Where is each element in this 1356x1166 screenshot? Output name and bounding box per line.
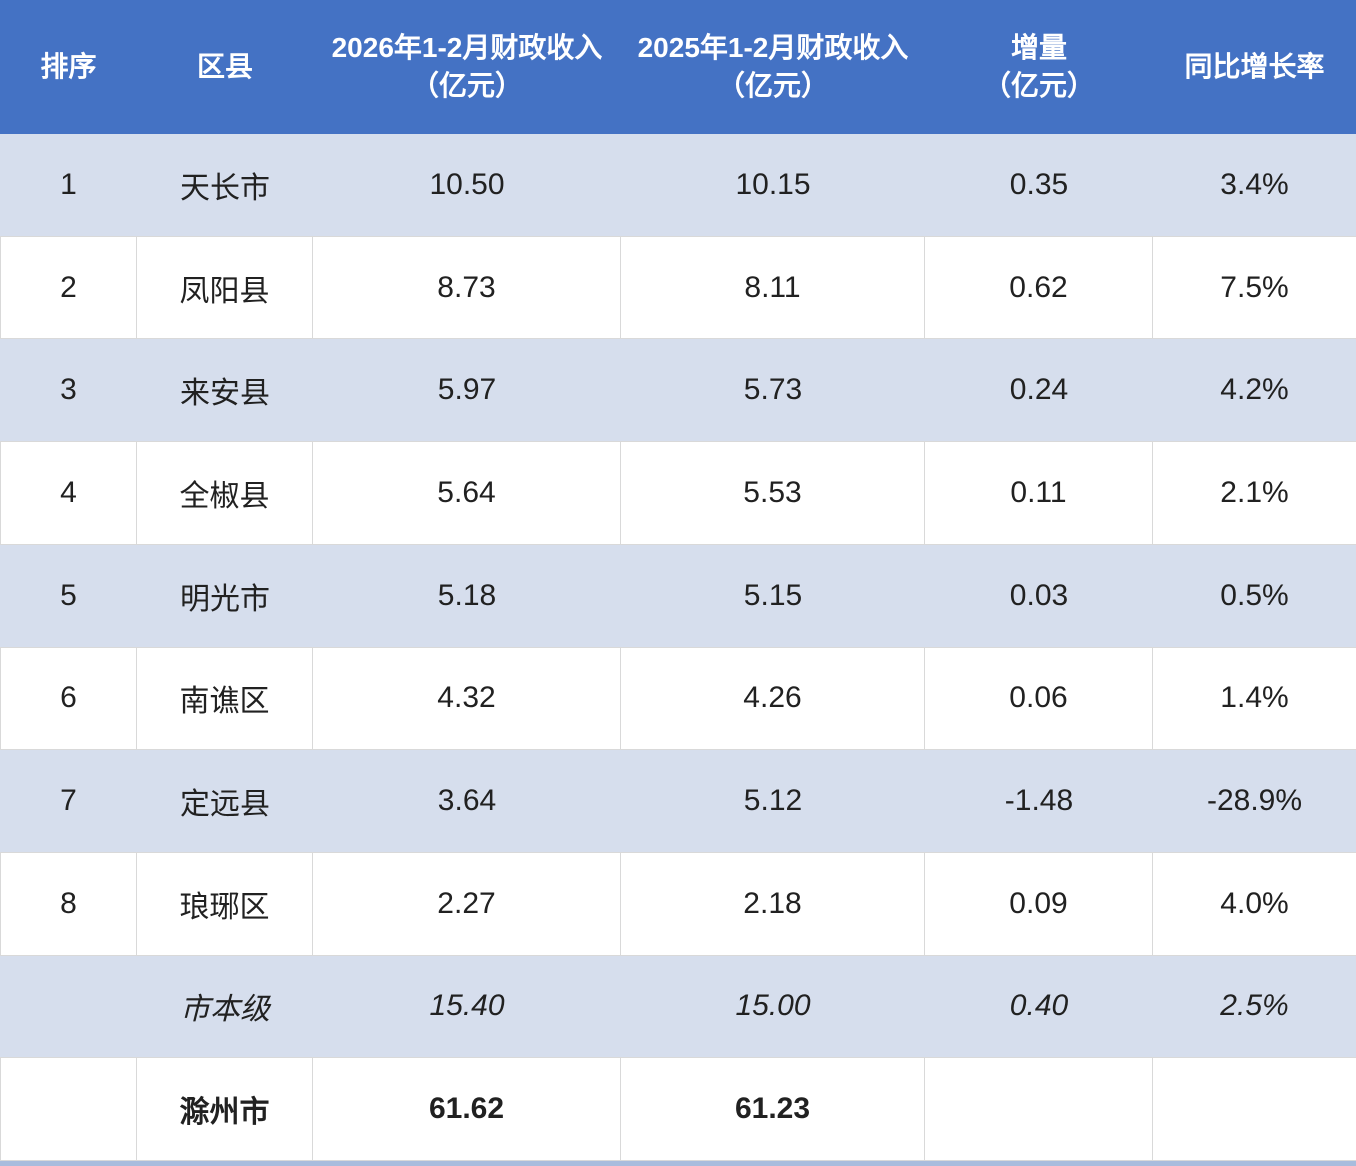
header-district: 区县 [137,0,313,134]
revenue-2025-cell: 2.18 [621,852,925,955]
district-cell: 南谯区 [137,647,313,750]
rank-cell: 1 [60,167,77,201]
header-revenue-2025-label: 2025年1-2月财政收入 [637,32,909,63]
delta-cell: 0.11 [925,442,1153,544]
rank-cell: 2 [0,236,137,339]
header-revenue-2026-label: 2026年1-2月财政收入 [331,32,603,63]
revenue-2026-cell: 5.97 [437,373,497,407]
revenue-2026-cell: 3.64 [437,784,497,818]
header-revenue-2026: 2026年1-2月财政收入 （亿元） [313,0,621,134]
rank-cell: 3 [60,373,77,407]
header-revenue-2025-unit: （亿元） [716,70,829,101]
header-revenue-2026-unit: （亿元） [410,70,523,101]
revenue-2026-cell: 8.73 [313,236,621,339]
delta-cell: 0.06 [925,647,1153,750]
table-row: 5 明光市 5.18 5.15 0.03 0.5% [0,544,1356,647]
delta-cell: 0.03 [1009,578,1069,612]
table-row: 4 全椒县 5.64 5.53 0.11 2.1% [0,441,1356,545]
header-rank-label: 排序 [40,51,97,82]
growth-cell: 4.0% [1220,886,1289,920]
header-delta-unit: （亿元） [982,70,1095,101]
rank-cell: 6 [0,647,137,750]
district-cell: 定远县 [180,788,270,822]
revenue-2025-cell: 8.11 [621,236,925,339]
district-cell: 滁州市 [137,1058,313,1161]
revenue-2026-cell: 5.64 [313,442,621,544]
delta-cell: 0.62 [925,236,1153,339]
growth-cell: 2.5% [1220,989,1289,1023]
growth-cell: -28.9% [1206,784,1303,818]
table-row-total: 滁州市 61.62 61.23 [0,1057,1356,1162]
district-cell: 市本级 [180,993,270,1027]
delta-cell: 0.24 [1009,373,1069,407]
delta-cell: 0.40 [1009,989,1069,1023]
rank-cell: 5 [60,578,77,612]
header-delta-label: 增量 [1010,32,1067,63]
revenue-2026-cell: 2.27 [313,852,621,955]
table-header-row: 排序 区县 2026年1-2月财政收入 （亿元） 2025年1-2月财政收入 （… [0,0,1356,134]
header-district-label: 区县 [196,51,253,82]
header-rank: 排序 [0,0,137,134]
table-row: 1 天长市 10.50 10.15 0.35 3.4% [0,134,1356,236]
rank-cell: 7 [60,784,77,818]
revenue-2026-cell: 4.32 [313,647,621,750]
table-row: 7 定远县 3.64 5.12 -1.48 -28.9% [0,750,1356,852]
revenue-2025-cell: 5.73 [743,373,803,407]
header-revenue-2025: 2025年1-2月财政收入 （亿元） [621,0,925,134]
rank-cell [0,956,137,1058]
revenue-2025-cell: 15.00 [735,989,811,1023]
district-cell: 全椒县 [137,442,313,544]
district-cell: 明光市 [180,582,270,616]
revenue-2025-cell: 4.26 [621,647,925,750]
header-growth-rate: 同比增长率 [1153,0,1356,134]
rank-cell: 8 [0,852,137,955]
table-row: 8 琅琊区 2.27 2.18 0.09 4.0% [0,851,1356,956]
delta-cell: -1.48 [1004,784,1074,818]
revenue-2025-cell: 10.15 [735,167,811,201]
delta-cell [925,1058,1153,1161]
table-row: 2 凤阳县 8.73 8.11 0.62 7.5% [0,235,1356,340]
rank-cell [0,1058,137,1161]
table-row-city-level: 市本级 15.40 15.00 0.40 2.5% [0,955,1356,1058]
revenue-2025-cell: 61.23 [621,1058,925,1161]
growth-cell: 4.2% [1220,373,1289,407]
growth-cell: 1.4% [1220,681,1289,715]
delta-cell: 0.35 [1009,167,1069,201]
district-cell: 凤阳县 [137,236,313,339]
revenue-2025-cell: 5.12 [743,784,803,818]
growth-cell: 2.1% [1220,475,1289,509]
revenue-2026-cell: 15.40 [429,989,505,1023]
growth-cell: 3.4% [1220,167,1289,201]
district-cell: 天长市 [180,171,270,205]
table-row: 3 来安县 5.97 5.73 0.24 4.2% [0,339,1356,442]
revenue-2025-cell: 5.53 [621,442,925,544]
header-delta: 增量 （亿元） [925,0,1153,134]
revenue-2026-cell: 5.18 [437,578,497,612]
table-row: 6 南谯区 4.32 4.26 0.06 1.4% [0,646,1356,751]
growth-cell: 0.5% [1220,578,1289,612]
growth-cell [1153,1058,1356,1160]
revenue-2026-cell: 61.62 [313,1058,621,1161]
growth-cell: 7.5% [1220,270,1289,304]
rank-cell: 4 [0,442,137,544]
revenue-2025-cell: 5.15 [743,578,803,612]
district-cell: 来安县 [180,377,270,411]
delta-cell: 0.09 [925,852,1153,955]
header-growth-rate-label: 同比增长率 [1184,51,1325,82]
district-cell: 琅琊区 [137,852,313,955]
revenue-2026-cell: 10.50 [429,167,505,201]
